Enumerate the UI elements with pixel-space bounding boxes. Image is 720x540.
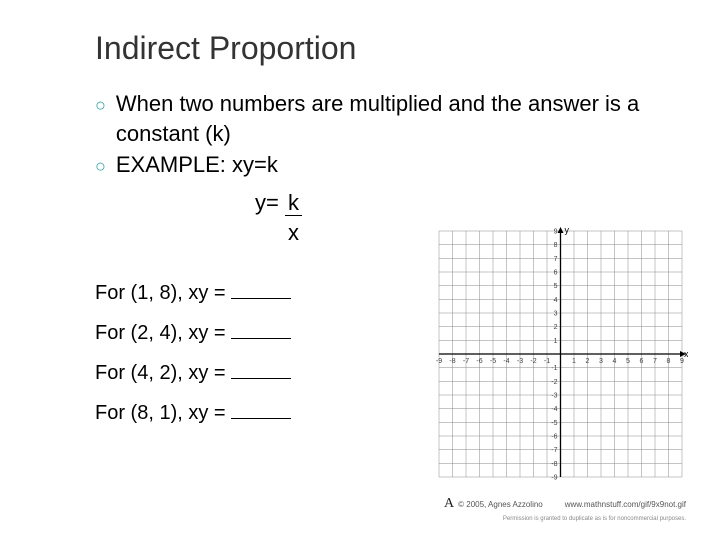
for-line-text: For (4, 2), xy =: [95, 362, 231, 384]
svg-text:-1: -1: [551, 365, 557, 372]
svg-text:5: 5: [626, 358, 630, 365]
svg-text:-9: -9: [551, 475, 557, 482]
blank-line: [231, 319, 291, 339]
blank-line: [231, 359, 291, 379]
fraction-numerator: k: [285, 190, 302, 216]
svg-text:7: 7: [554, 256, 558, 263]
bullet-text: EXAMPLE: xy=k: [116, 150, 660, 180]
svg-text:-7: -7: [463, 358, 469, 365]
bullet-list: ○ When two numbers are multiplied and th…: [95, 89, 660, 180]
svg-text:-9: -9: [436, 358, 442, 365]
svg-text:-3: -3: [551, 393, 557, 400]
bullet-item: ○ EXAMPLE: xy=k: [95, 150, 660, 180]
svg-text:-3: -3: [517, 358, 523, 365]
bullet-text: When two numbers are multiplied and the …: [116, 89, 660, 148]
svg-text:-8: -8: [551, 461, 557, 468]
svg-text:1: 1: [554, 338, 558, 345]
svg-text:-7: -7: [551, 447, 557, 454]
bullet-circle-icon: ○: [95, 93, 106, 117]
coordinate-grid: -9 -8 -7 -6 -5 -4 -3 -2 -1 1 2 3 4 5 6 7 8 9 -9 -8 -7 -6 -5 -4 -…: [433, 225, 688, 495]
blank-line: [231, 279, 291, 299]
signature-icon: A: [444, 496, 454, 512]
bullet-item: ○ When two numbers are multiplied and th…: [95, 89, 660, 148]
svg-text:7: 7: [653, 358, 657, 365]
svg-text:-6: -6: [551, 434, 557, 441]
svg-text:x: x: [684, 349, 688, 359]
svg-text:8: 8: [554, 242, 558, 249]
svg-text:-2: -2: [551, 379, 557, 386]
permission-text: Permission is granted to duplicate as is…: [503, 516, 686, 522]
svg-text:-5: -5: [551, 420, 557, 427]
svg-text:1: 1: [572, 358, 576, 365]
copyright-text: © 2005, Agnes Azzolino: [458, 500, 543, 509]
svg-text:9: 9: [554, 229, 558, 236]
svg-text:6: 6: [554, 270, 558, 277]
svg-text:-6: -6: [476, 358, 482, 365]
svg-text:2: 2: [586, 358, 590, 365]
for-line-text: For (8, 1), xy =: [95, 402, 231, 424]
for-line-text: For (1, 8), xy =: [95, 282, 231, 304]
blank-line: [231, 399, 291, 419]
svg-text:9: 9: [680, 358, 684, 365]
svg-text:-4: -4: [551, 406, 557, 413]
svg-text:-8: -8: [449, 358, 455, 365]
svg-text:6: 6: [640, 358, 644, 365]
svg-text:-5: -5: [490, 358, 496, 365]
equation-prefix: y=: [255, 190, 285, 215]
svg-text:-2: -2: [530, 358, 536, 365]
credit-url: www.mathnstuff.com/gif/9x9not.gif: [565, 500, 686, 509]
slide-title: Indirect Proportion: [95, 30, 660, 67]
svg-text:4: 4: [613, 358, 617, 365]
svg-text:5: 5: [554, 283, 558, 290]
for-line-text: For (2, 4), xy =: [95, 322, 231, 344]
credit-line: A © 2005, Agnes Azzolino www.mathnstuff.…: [444, 496, 686, 512]
svg-text:8: 8: [667, 358, 671, 365]
svg-text:-4: -4: [503, 358, 509, 365]
svg-text:3: 3: [554, 311, 558, 318]
svg-text:4: 4: [554, 297, 558, 304]
svg-text:3: 3: [599, 358, 603, 365]
svg-text:y: y: [565, 225, 570, 235]
fraction-denominator: x: [285, 220, 302, 245]
equation-fraction: kx: [285, 188, 302, 247]
svg-text:2: 2: [554, 324, 558, 331]
bullet-circle-icon: ○: [95, 154, 106, 178]
svg-text:-1: -1: [544, 358, 550, 365]
